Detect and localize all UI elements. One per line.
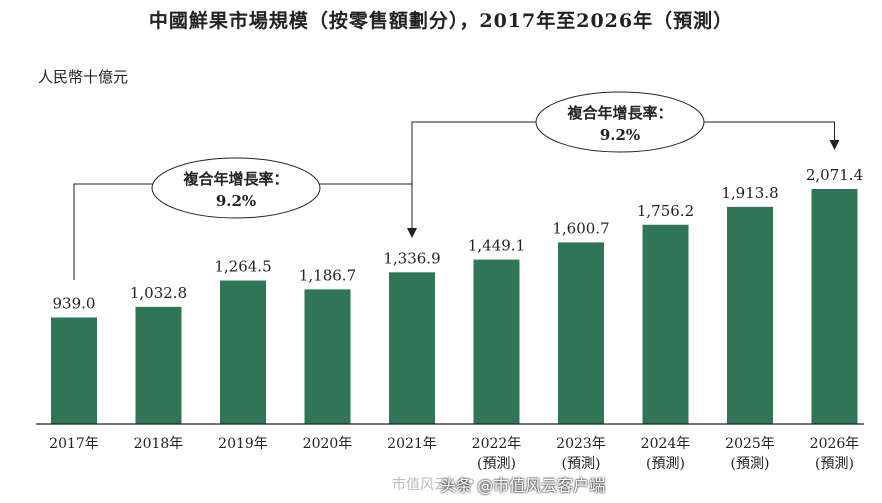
cagr-arrow-right	[829, 140, 840, 150]
bar-2023年	[558, 242, 604, 424]
bar-value-label: 1,600.7	[552, 219, 609, 237]
x-tick-label: 2023年	[556, 436, 606, 452]
bar-2018年	[135, 306, 182, 424]
x-tick-label: 2019年	[218, 436, 268, 452]
x-tick-label: 2024年	[641, 436, 691, 452]
bar-value-label: 1,336.9	[383, 249, 440, 267]
x-tick-label: 2021年	[387, 436, 437, 452]
cagr-ellipse-right	[535, 91, 705, 153]
x-tick-label: 2025年	[725, 436, 775, 452]
bar-value-label: 2,071.4	[806, 166, 863, 184]
bar-2026年	[811, 189, 858, 424]
bar-value-label: 1,913.8	[721, 184, 778, 202]
bar-value-label: 1,264.5	[214, 258, 271, 276]
bar-value-label: 939.0	[53, 294, 96, 312]
bar-2020年	[304, 289, 351, 424]
cagr-ellipse-left	[151, 157, 321, 219]
x-tick-forecast-label: (預測)	[562, 456, 601, 472]
bar-value-label: 1,756.2	[637, 202, 694, 220]
bar-value-label: 1,449.1	[468, 237, 525, 255]
bar-2019年	[220, 280, 266, 424]
cagr-label-left: 複合年增長率：	[182, 170, 288, 188]
x-tick-label: 2018年	[134, 436, 184, 452]
bar-2022年	[473, 259, 520, 424]
x-tick-forecast-label: (預測)	[731, 456, 770, 472]
watermark-left: 市值风云APP	[392, 477, 475, 493]
x-tick-label: 2017年	[49, 436, 99, 452]
bar-value-label: 1,186.7	[299, 266, 356, 284]
cagr-label-right: 複合年增長率：	[566, 104, 672, 122]
bar-2021年	[389, 272, 435, 424]
x-tick-label: 2020年	[303, 436, 353, 452]
chart-title: 中國鮮果市場規模（按零售額劃分），2017年至2026年（預測）	[148, 10, 734, 32]
x-tick-forecast-label: (預測)	[815, 456, 854, 472]
bar-2025年	[727, 206, 773, 424]
bar-value-label: 1,032.8	[130, 284, 187, 302]
bar-2024年	[642, 224, 689, 424]
watermark-right: 头条 @市值风云客户端	[440, 476, 606, 495]
cagr-value-right: 9.2%	[600, 126, 640, 144]
cagr-value-left: 9.2%	[216, 192, 256, 210]
x-tick-label: 2026年	[810, 436, 860, 452]
x-tick-forecast-label: (預測)	[477, 456, 516, 472]
x-tick-label: 2022年	[472, 436, 522, 452]
bar-2017年	[51, 317, 97, 424]
y-axis-unit-label: 人民幣十億元	[38, 68, 129, 86]
x-tick-forecast-label: (預測)	[646, 456, 685, 472]
